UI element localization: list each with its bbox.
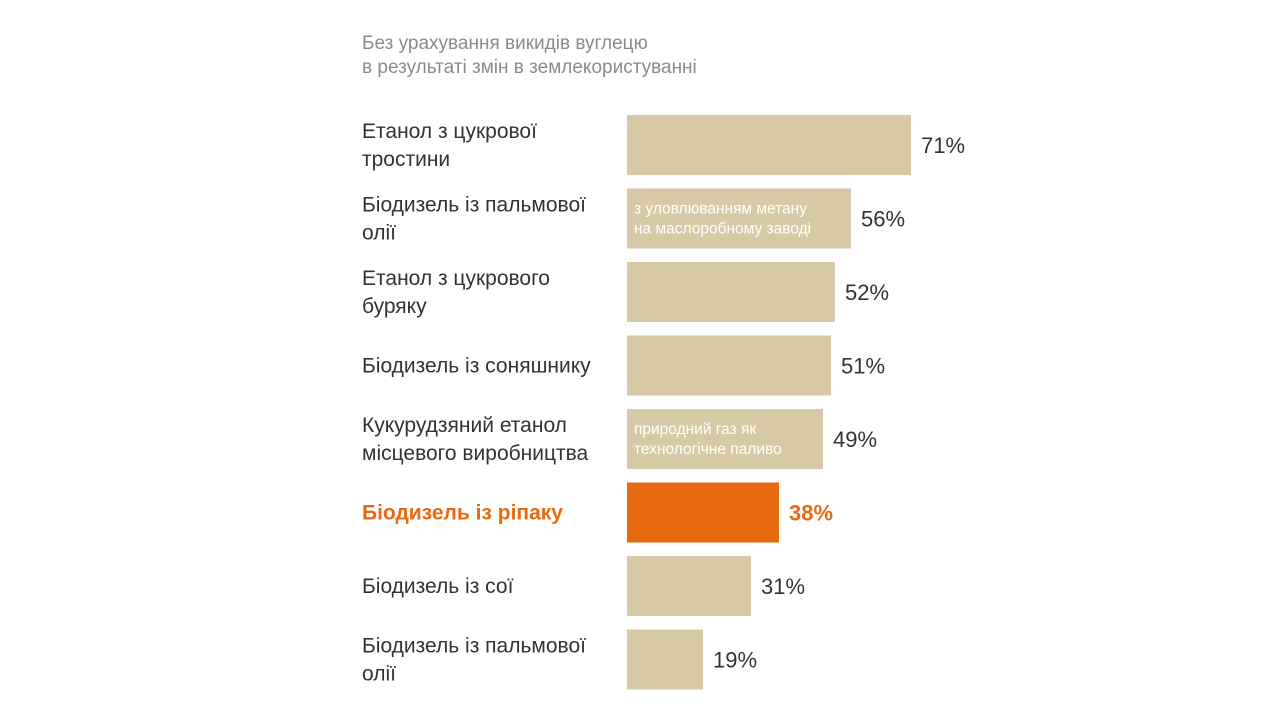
bar-highlighted <box>627 482 779 543</box>
category-label: Біодизель із соняшнику <box>362 355 591 378</box>
category-label-line: місцевого виробництва <box>362 442 589 465</box>
category-label-line: тростини <box>362 148 450 171</box>
value-label: 31% <box>761 574 805 599</box>
value-label: 49% <box>833 427 877 452</box>
value-label: 52% <box>845 280 889 305</box>
category-label-line: Етанол з цукрової <box>362 120 537 143</box>
value-label: 19% <box>713 648 757 673</box>
chart-subtitle-line-2: в результаті змін в землекористуванні <box>362 57 697 78</box>
category-label-line: Етанол з цукрового <box>362 267 550 290</box>
bar-annotation: з уловлюванням метану на маслоробному зав… <box>634 201 811 238</box>
category-label-line: Біодизель із ріпаку <box>362 502 563 525</box>
category-label: Біодизель із пальмової олії <box>362 194 586 245</box>
bar-annotation: природний газ як технологічне паливо <box>634 421 782 458</box>
bar <box>627 629 703 690</box>
category-label: Кукурудзяний етанол місцевого виробництва <box>362 414 589 465</box>
bar-annotation-line: природний газ як <box>634 421 756 438</box>
category-label-line: олії <box>362 663 396 686</box>
category-label-line: Біодизель із пальмової <box>362 635 586 658</box>
category-label-line: Біодизель із пальмової <box>362 194 586 217</box>
bar <box>627 409 823 469</box>
category-label: Біодизель із ріпаку <box>362 502 563 525</box>
category-label-line: буряку <box>362 295 427 318</box>
bar-annotation-line: з уловлюванням метану <box>634 201 807 218</box>
value-label: 51% <box>841 354 885 379</box>
value-label: 56% <box>861 207 905 232</box>
category-label: Біодизель із пальмової олії <box>362 635 586 686</box>
bar <box>627 115 911 175</box>
bar-annotation-line: на маслоробному заводі <box>634 221 811 238</box>
bar-annotation-line: технологічне паливо <box>634 441 782 458</box>
bar <box>627 556 751 616</box>
chart-subtitle-line-1: Без урахування викидів вуглецю <box>362 33 648 54</box>
category-label-line: Біодизель із соняшнику <box>362 355 591 378</box>
bar <box>627 262 835 322</box>
bar <box>627 335 831 396</box>
category-label: Етанол з цукрової тростини <box>362 120 537 171</box>
category-label-line: Біодизель із сої <box>362 575 514 598</box>
category-label: Етанол з цукрового буряку <box>362 267 550 318</box>
bar <box>627 188 851 249</box>
category-label: Біодизель із сої <box>362 575 514 598</box>
category-label-line: олії <box>362 222 396 245</box>
value-label: 38% <box>789 501 833 526</box>
category-label-line: Кукурудзяний етанол <box>362 414 567 437</box>
value-label: 71% <box>921 133 965 158</box>
chart-subtitle: Без урахування викидів вуглецю в результ… <box>362 32 782 80</box>
